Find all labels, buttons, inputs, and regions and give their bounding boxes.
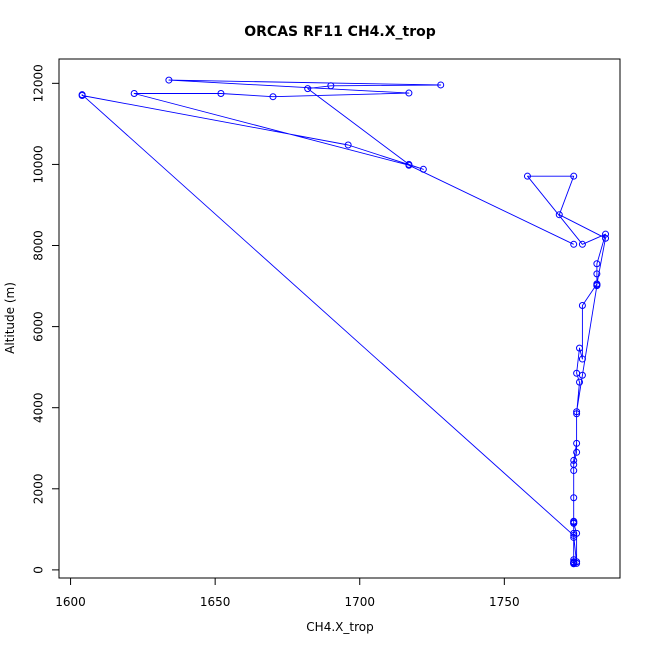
- data-point: [344, 141, 352, 149]
- data-point: [304, 85, 312, 93]
- data-point: [570, 172, 578, 180]
- data-point: [593, 282, 601, 290]
- series-layer: [78, 76, 610, 568]
- x-axis: 1600 1650 1700 1750: [55, 577, 520, 609]
- y-tick-label: 8000: [32, 230, 46, 261]
- data-point: [578, 302, 586, 310]
- x-axis-label: CH4.X_trop: [306, 620, 373, 634]
- x-tick-label: 1750: [489, 595, 520, 609]
- series-line-1: [81, 79, 606, 565]
- y-tick-label: 10000: [32, 145, 46, 183]
- data-point: [578, 355, 586, 363]
- data-point: [573, 408, 581, 416]
- data-point: [523, 172, 531, 180]
- data-point: [419, 165, 427, 173]
- data-point: [570, 529, 578, 537]
- data-point: [437, 81, 445, 89]
- y-axis-label: Altitude (m): [3, 282, 17, 354]
- data-point: [130, 89, 138, 97]
- data-point: [573, 439, 581, 447]
- data-point: [578, 240, 586, 248]
- data-point: [405, 89, 413, 97]
- data-point: [593, 270, 601, 278]
- data-point: [570, 460, 578, 468]
- data-point: [573, 448, 581, 456]
- data-point: [570, 517, 578, 525]
- data-point: [576, 344, 584, 352]
- plot-frame: [58, 58, 621, 579]
- chart-title: ORCAS RF11 CH4.X_trop: [244, 24, 436, 40]
- y-tick-label: 12000: [32, 64, 46, 102]
- data-point: [593, 260, 601, 268]
- data-point: [165, 76, 173, 84]
- data-point: [573, 410, 581, 418]
- data-point: [217, 89, 225, 97]
- y-tick-label: 6000: [32, 311, 46, 342]
- data-point: [570, 560, 578, 568]
- data-point: [570, 533, 578, 541]
- data-point: [570, 531, 578, 539]
- data-point: [570, 519, 578, 527]
- x-tick-label: 1700: [344, 595, 375, 609]
- data-point: [570, 240, 578, 248]
- y-tick-label: 0: [32, 566, 46, 574]
- data-point: [578, 371, 586, 379]
- data-point: [602, 230, 610, 238]
- y-tick-label: 2000: [32, 474, 46, 505]
- data-point: [405, 161, 413, 169]
- y-tick-label: 4000: [32, 392, 46, 423]
- data-point: [570, 494, 578, 502]
- data-point: [576, 378, 584, 386]
- data-point: [602, 234, 610, 242]
- data-point: [327, 82, 335, 90]
- data-point: [269, 93, 277, 101]
- data-point: [78, 91, 86, 99]
- data-point: [573, 559, 581, 567]
- x-tick-label: 1650: [200, 595, 231, 609]
- x-tick-label: 1600: [55, 595, 86, 609]
- y-axis: 0 2000 4000 6000 8000 10000 12000: [32, 64, 60, 574]
- data-point: [570, 456, 578, 464]
- data-point: [555, 211, 563, 219]
